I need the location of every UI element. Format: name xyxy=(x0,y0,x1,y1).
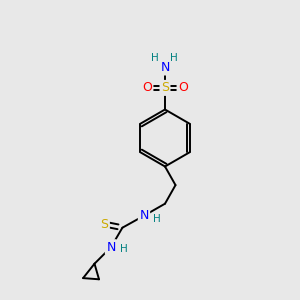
Text: S: S xyxy=(161,81,169,94)
Text: N: N xyxy=(160,61,170,74)
Text: H: H xyxy=(153,214,160,224)
Text: N: N xyxy=(106,241,116,254)
Text: H: H xyxy=(151,53,159,64)
Text: N: N xyxy=(139,209,149,222)
Text: H: H xyxy=(170,53,178,64)
Text: O: O xyxy=(178,81,188,94)
Text: O: O xyxy=(142,81,152,94)
Text: S: S xyxy=(100,218,108,231)
Text: H: H xyxy=(120,244,128,254)
